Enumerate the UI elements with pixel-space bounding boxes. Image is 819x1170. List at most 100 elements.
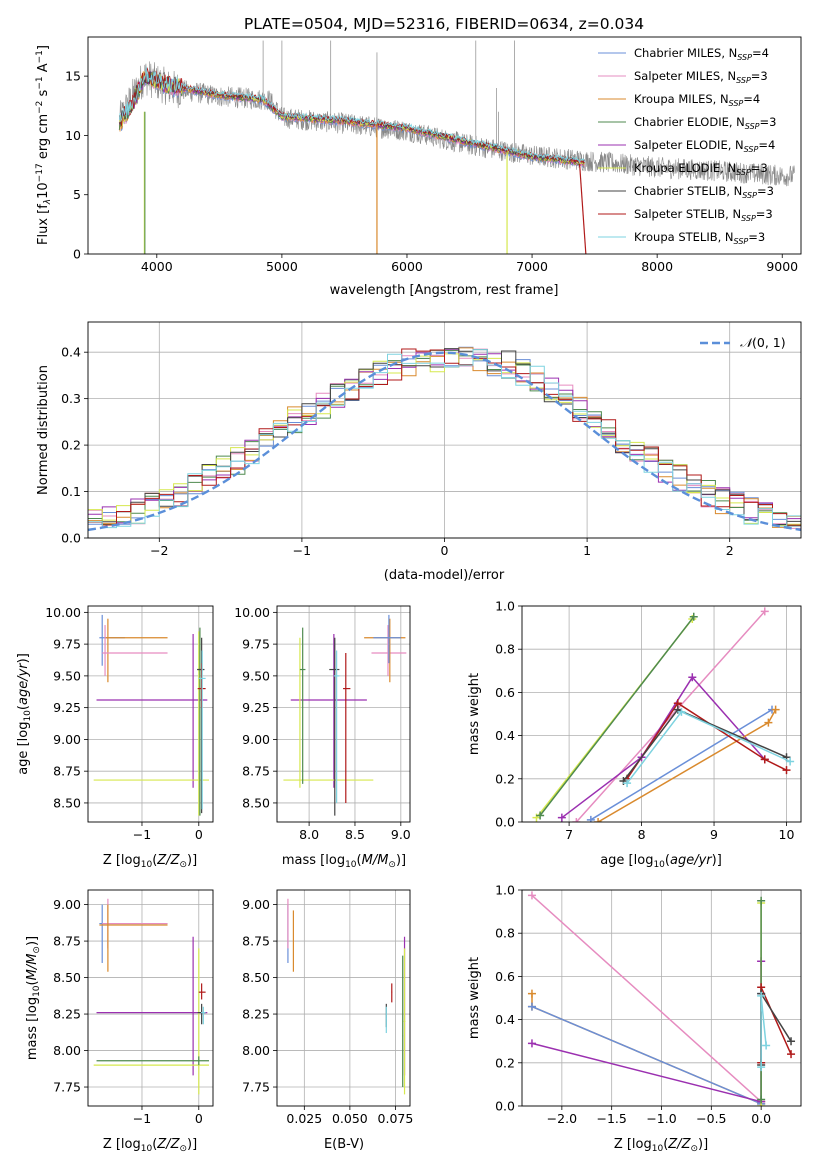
legend-entry: Salpeter STELIB, NSSP=3: [634, 207, 773, 223]
histogram-8: [88, 349, 801, 529]
y-tick-label: 8.50: [53, 795, 81, 810]
axes-frame: [87, 889, 214, 1107]
errorbar-point-3: [96, 633, 208, 788]
y-tick-label: 9.75: [53, 637, 81, 652]
weight-line-0: [531, 894, 762, 1104]
errorbar-point-2: [373, 614, 401, 664]
weight-marker: [757, 991, 766, 1000]
errorbar-point-5: [299, 627, 306, 784]
observed-spectrum: [119, 61, 795, 187]
model-dropout: [578, 163, 587, 254]
y-tick-label: 10.00: [234, 605, 270, 620]
y-axis-label: mass [log10(M/M⊙)]: [25, 936, 42, 1060]
weight-marker: [688, 673, 697, 682]
weight-marker: [527, 989, 536, 998]
weight-marker: [586, 815, 595, 822]
y-tick-label: 9.50: [53, 668, 81, 683]
weight-line-6: [760, 986, 792, 1063]
panel-residual_hist: −2 −1 0 1 2 0.0 0.1 0.2 0.3 0.4 𝒩(0, 1) (data-model…: [36, 321, 802, 583]
x-axis-label: Z [log10(Z/Z⊙)]: [614, 1137, 708, 1154]
y-tick-label: 0.0: [495, 815, 515, 830]
weight-line-4: [590, 709, 773, 821]
panel-mass_vs_Z: −1 0 7.75 8.00 8.25 8.50 8.75 9.00 Z [log10(Z/Z⊙…: [25, 889, 214, 1154]
x-tick-label: −1: [133, 827, 151, 842]
x-tick-label: 0: [195, 827, 203, 842]
plot-area: [93, 614, 210, 816]
y-tick-label: 1.0: [495, 883, 515, 898]
weight-marker: [623, 779, 632, 788]
errorbar-point-8: [333, 650, 340, 803]
y-tick-label: 0.3: [61, 391, 81, 406]
histogram-7: [88, 348, 801, 526]
plot-area: [532, 607, 795, 822]
legend-entry: Salpeter MILES, NSSP=3: [634, 69, 768, 85]
weight-marker: [762, 1041, 771, 1050]
errorbar-point-7: [403, 948, 406, 1095]
y-tick-label: 0.4: [61, 345, 81, 360]
errorbar-point-1: [287, 898, 289, 949]
y-tick-label: 9.00: [53, 897, 81, 912]
weight-line-8: [760, 995, 767, 1068]
weight-line-0: [575, 610, 766, 822]
x-tick-label: 9000: [766, 259, 798, 274]
y-tick-label: 0.6: [495, 685, 515, 700]
y-tick-label: 0.8: [495, 642, 515, 657]
legend-entry: Chabrier STELIB, NSSP=3: [634, 184, 774, 200]
legend: Chabrier MILES, NSSP=4 Salpeter MILES, NS…: [598, 46, 776, 246]
axes-frame: [87, 321, 802, 539]
x-tick-label: 8: [638, 827, 646, 842]
y-tick-label: 8.00: [242, 1043, 270, 1058]
panel-weight_vs_age: 7 8 9 10 0.0 0.2 0.4 0.6 0.8 1.0 age [log10(age/yr…: [467, 599, 802, 870]
y-tick-label: 0.0: [495, 1099, 515, 1114]
y-tick-label: 0.2: [495, 771, 515, 786]
errorbar-point-2: [292, 910, 294, 972]
weight-line-3: [561, 676, 766, 819]
plot-area: [118, 40, 795, 254]
y-tick-label: 8.75: [53, 934, 81, 949]
weight-marker: [527, 1039, 536, 1048]
axes-frame: [87, 36, 802, 255]
x-tick-label: −1.5: [596, 1111, 626, 1126]
y-tick-label: 9.50: [242, 668, 270, 683]
y-axis-label: mass weight: [467, 957, 482, 1039]
legend-entry: Kroupa STELIB, NSSP=3: [634, 230, 765, 246]
weight-line-2: [539, 616, 695, 816]
y-tick-label: 0.4: [495, 728, 515, 743]
x-tick-label: 8.0: [299, 827, 319, 842]
weight-line-6: [626, 702, 787, 780]
x-tick-label: 10: [779, 827, 795, 842]
weight-marker: [757, 1095, 766, 1104]
y-tick-label: 0.4: [495, 1012, 515, 1027]
y-tick-label: 0.1: [61, 484, 81, 499]
y-tick-label: 8.75: [242, 764, 270, 779]
y-tick-label: 0.8: [495, 926, 515, 941]
y-tick-label: 10: [65, 128, 81, 143]
x-axis-label: age [log10(age/yr)]: [600, 853, 722, 870]
y-tick-label: 0.2: [495, 1055, 515, 1070]
x-tick-label: 5000: [266, 259, 298, 274]
panel-mass_vs_ebv: 0.025 0.050 0.075 7.75 8.00 8.25 8.50 8.75 9.00 E…: [242, 889, 413, 1152]
model-spectrum-7: [118, 67, 585, 164]
y-tick-label: 9.75: [242, 637, 270, 652]
y-tick-label: 1.0: [495, 599, 515, 614]
y-axis-label: Normed distribution: [36, 365, 51, 495]
y-tick-label: 8.75: [242, 934, 270, 949]
weight-marker: [787, 1037, 796, 1046]
weight-marker: [557, 813, 566, 822]
errorbar-point-3: [290, 633, 367, 788]
x-axis-label: (data-model)/error: [384, 568, 505, 583]
panel-age_vs_Z: −1 0 8.50 8.75 9.00 9.25 9.50 9.75 10.00 Z [log10…: [16, 605, 214, 870]
weight-marker: [536, 811, 545, 820]
x-tick-label: −1: [293, 543, 311, 558]
y-tick-label: 8.50: [53, 970, 81, 985]
plot-area: [88, 346, 801, 532]
weight-marker: [689, 612, 698, 621]
x-tick-label: 0: [195, 1111, 203, 1126]
errorbar-point-3: [96, 936, 208, 1076]
weight-marker: [757, 1063, 766, 1072]
x-tick-label: −1: [133, 1111, 151, 1126]
weight-marker: [760, 755, 769, 764]
plot-area: [283, 614, 407, 816]
weight-marker: [594, 818, 603, 822]
